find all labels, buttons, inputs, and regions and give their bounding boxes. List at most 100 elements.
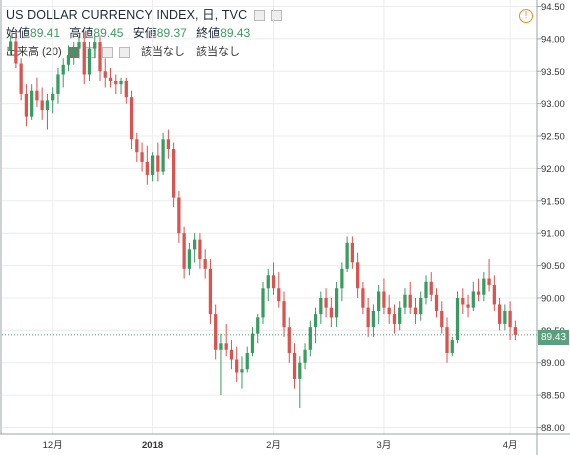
candle-body — [334, 288, 339, 318]
candle-body — [319, 297, 323, 315]
low-label: 安値 — [132, 26, 157, 40]
candle-body — [256, 317, 260, 334]
candle-body — [298, 362, 302, 379]
candle-body — [366, 307, 370, 328]
candle-body — [419, 297, 423, 315]
candle-body — [266, 275, 270, 289]
candle-body — [492, 285, 496, 305]
x-tick-label: 12月 — [43, 440, 63, 451]
candle-body — [182, 233, 186, 269]
candle-body — [408, 294, 412, 308]
y-tick-label: 92.50 — [541, 132, 565, 143]
close-label: 終値 — [196, 26, 221, 40]
candle-body — [72, 48, 76, 56]
candle-body — [208, 268, 213, 315]
candle-body — [434, 294, 439, 311]
volume-na-1: 該当なし — [140, 46, 185, 58]
candle-body — [350, 242, 355, 263]
candle-body — [119, 80, 123, 85]
ohlc-values: 始値89.41 高値89.45 安値89.37 終値89.43 — [6, 26, 282, 41]
candle-body — [140, 152, 144, 162]
candle-body — [56, 74, 60, 94]
candle-body — [403, 294, 407, 308]
settings-icon[interactable] — [253, 10, 265, 22]
candle-body — [508, 310, 512, 328]
candle-body — [214, 314, 218, 350]
candle-body — [198, 239, 202, 260]
candle-body — [166, 139, 170, 149]
candle-body — [398, 307, 402, 324]
y-tick-label: 93.00 — [541, 99, 565, 110]
candle-body — [240, 369, 244, 373]
candle-body — [392, 314, 397, 324]
y-tick-label: 88.00 — [541, 423, 565, 434]
y-tick-label: 88.50 — [541, 391, 565, 402]
candle-body — [187, 249, 192, 269]
candle-body — [193, 239, 197, 250]
last-price-tag: 89.43 — [538, 330, 569, 345]
candle-body — [82, 42, 86, 75]
candle-body — [487, 278, 491, 286]
candle-body — [356, 262, 360, 289]
candle-body — [235, 359, 239, 373]
candle-body — [51, 93, 55, 101]
candle-body — [413, 307, 418, 315]
symbol-title-text: US DOLLAR CURRENCY INDEX, 日, TVC — [6, 8, 248, 22]
candle-body — [30, 90, 34, 117]
candle-body — [292, 353, 297, 379]
candle-body — [14, 41, 18, 64]
candle-body — [45, 100, 50, 111]
x-tick-label: 2月 — [266, 440, 281, 451]
x-tick-label: 4月 — [503, 440, 518, 451]
add-icon[interactable] — [101, 46, 113, 58]
y-tick-label: 90.50 — [541, 261, 565, 272]
candle-body — [387, 307, 391, 315]
close-value: 89.43 — [220, 26, 251, 40]
candle-body — [455, 297, 460, 341]
candle-body — [466, 304, 470, 308]
candle-body — [450, 340, 454, 354]
symbol-title: US DOLLAR CURRENCY INDEX, 日, TVC — [6, 8, 283, 23]
y-tick-label: 91.00 — [541, 229, 565, 240]
open-label: 始値 — [6, 26, 31, 40]
close-icon[interactable] — [118, 46, 130, 58]
candle-body — [371, 310, 376, 328]
x-tick-label: 3月 — [377, 440, 392, 451]
candle-body — [161, 139, 165, 172]
hide-icon[interactable] — [271, 10, 283, 22]
candle-body — [145, 161, 149, 175]
candle-body — [445, 327, 449, 354]
candle-body — [93, 42, 97, 49]
y-tick-label: 92.00 — [541, 164, 565, 175]
candle-body — [303, 349, 307, 363]
candle-body — [150, 155, 155, 175]
candle-body — [382, 291, 386, 308]
candle-body — [24, 93, 29, 117]
candle-body — [219, 343, 223, 350]
high-label: 高値 — [69, 26, 94, 40]
candle-body — [513, 327, 518, 335]
candle-body — [129, 97, 134, 140]
y-tick-label: 94.00 — [541, 34, 565, 45]
candle-body — [482, 278, 486, 295]
candle-body — [66, 55, 71, 65]
warning-icon[interactable]: ! — [519, 9, 533, 23]
volume-na-2: 該当なし — [196, 46, 240, 58]
candle-body — [171, 148, 176, 198]
candle-body — [19, 63, 23, 94]
candle-body — [308, 327, 312, 350]
candle-body — [287, 327, 291, 354]
candle-body — [497, 304, 502, 324]
candle-body — [250, 333, 255, 354]
candle-body — [340, 268, 344, 289]
candle-body — [177, 197, 181, 234]
candle-body — [424, 281, 428, 298]
candle-body — [203, 259, 207, 269]
candle-body — [224, 343, 228, 350]
candle-body — [77, 42, 81, 49]
candle-body — [103, 71, 107, 78]
y-tick-label: 89.00 — [541, 358, 565, 369]
candle-body — [277, 288, 281, 302]
candle-body — [345, 242, 349, 269]
